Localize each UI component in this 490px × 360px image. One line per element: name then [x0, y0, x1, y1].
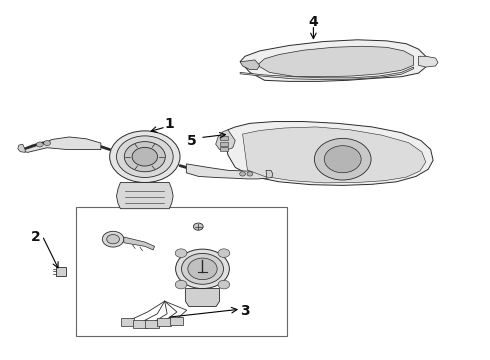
- PathPatch shape: [240, 60, 260, 69]
- Circle shape: [247, 172, 253, 176]
- Bar: [220, 142, 228, 145]
- Circle shape: [324, 146, 361, 173]
- Circle shape: [36, 142, 43, 147]
- PathPatch shape: [266, 170, 273, 178]
- Bar: [145, 320, 159, 328]
- Circle shape: [117, 136, 173, 177]
- Bar: [56, 267, 66, 276]
- Circle shape: [124, 141, 165, 172]
- Bar: [220, 147, 228, 150]
- Circle shape: [218, 280, 230, 289]
- Bar: [170, 317, 183, 324]
- Circle shape: [218, 249, 230, 257]
- Bar: [121, 319, 134, 326]
- PathPatch shape: [240, 40, 426, 81]
- Circle shape: [188, 258, 217, 280]
- PathPatch shape: [18, 144, 25, 152]
- Circle shape: [194, 223, 203, 230]
- Circle shape: [132, 147, 158, 166]
- Text: 5: 5: [186, 134, 196, 148]
- Circle shape: [102, 231, 124, 247]
- Circle shape: [110, 131, 180, 183]
- PathPatch shape: [225, 122, 433, 185]
- Bar: [220, 136, 228, 140]
- Text: 4: 4: [309, 15, 318, 29]
- PathPatch shape: [117, 183, 173, 209]
- Circle shape: [107, 234, 120, 244]
- PathPatch shape: [124, 237, 155, 250]
- PathPatch shape: [186, 164, 267, 179]
- Circle shape: [315, 138, 371, 180]
- PathPatch shape: [243, 127, 426, 183]
- PathPatch shape: [216, 130, 235, 150]
- Bar: [76, 207, 287, 336]
- PathPatch shape: [240, 67, 414, 80]
- Circle shape: [44, 140, 50, 145]
- Circle shape: [175, 249, 229, 289]
- PathPatch shape: [418, 56, 438, 67]
- Circle shape: [240, 172, 245, 176]
- Text: 3: 3: [240, 304, 250, 318]
- PathPatch shape: [23, 137, 101, 152]
- Circle shape: [175, 249, 187, 257]
- PathPatch shape: [257, 46, 414, 77]
- Circle shape: [175, 280, 187, 289]
- Circle shape: [181, 253, 223, 284]
- PathPatch shape: [185, 289, 220, 306]
- Bar: [157, 319, 171, 326]
- Text: 2: 2: [31, 230, 41, 244]
- Text: 1: 1: [164, 117, 174, 131]
- Bar: [133, 320, 147, 328]
